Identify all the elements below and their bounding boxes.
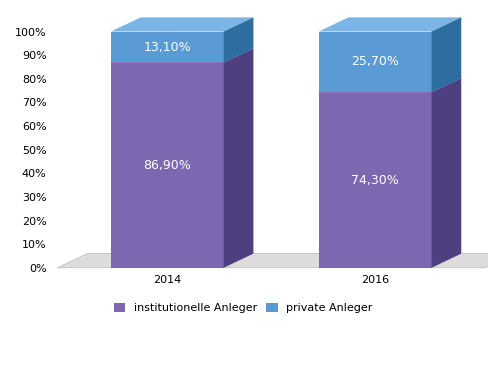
Text: 86,90%: 86,90%: [143, 159, 191, 172]
Legend: institutionelle Anleger, private Anleger: institutionelle Anleger, private Anleger: [112, 301, 375, 316]
Text: 74,30%: 74,30%: [351, 173, 399, 187]
Polygon shape: [432, 78, 461, 268]
Polygon shape: [111, 18, 254, 31]
Polygon shape: [432, 18, 461, 92]
Polygon shape: [224, 18, 254, 62]
Polygon shape: [319, 31, 432, 92]
Polygon shape: [319, 78, 461, 92]
Text: 25,70%: 25,70%: [351, 55, 399, 68]
Polygon shape: [111, 31, 224, 62]
Polygon shape: [111, 48, 254, 62]
Polygon shape: [319, 92, 432, 268]
Polygon shape: [111, 62, 224, 268]
Polygon shape: [319, 18, 461, 31]
Text: 13,10%: 13,10%: [143, 41, 191, 54]
Polygon shape: [224, 48, 254, 268]
Polygon shape: [57, 254, 503, 268]
